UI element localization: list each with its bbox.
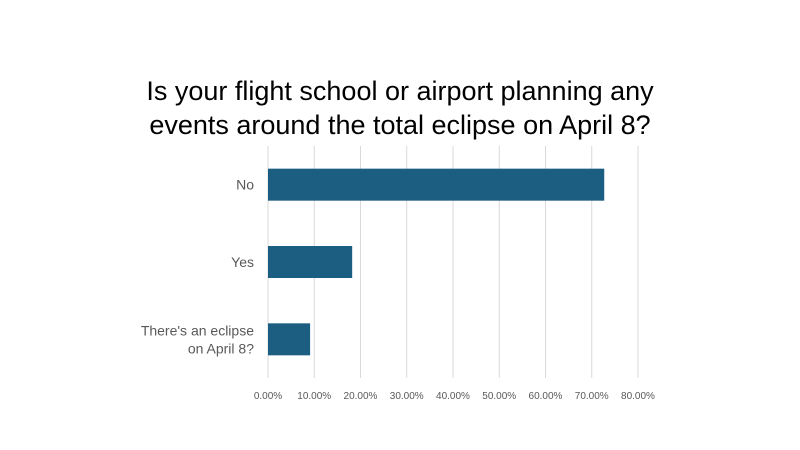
- bar: [268, 323, 311, 356]
- x-tick-label: 10.00%: [297, 391, 331, 402]
- chart-title-line-1: Is your flight school or airport plannin…: [146, 76, 654, 106]
- x-tick-label: 20.00%: [344, 391, 378, 402]
- x-tick-label: 70.00%: [575, 391, 609, 402]
- x-tick-label: 80.00%: [621, 391, 655, 402]
- bars: [268, 168, 605, 356]
- category-label: Yes: [231, 254, 254, 270]
- bar: [268, 168, 605, 201]
- category-labels: No Yes There's an eclipse on April 8?: [141, 177, 254, 357]
- bar: [268, 246, 353, 278]
- x-tick-label: 40.00%: [436, 391, 470, 402]
- x-tick-label: 50.00%: [482, 391, 516, 402]
- category-label: There's an eclipse on April 8?: [141, 322, 254, 356]
- x-tick-labels: 0.00% 10.00% 20.00% 30.00% 40.00% 50.00% 60.00…: [254, 391, 655, 402]
- x-tick-label: 30.00%: [390, 391, 424, 402]
- chart-title-line-2: events around the total eclipse on April…: [149, 110, 650, 140]
- x-tick-label: 60.00%: [529, 391, 563, 402]
- x-tick-label: 0.00%: [254, 391, 282, 402]
- category-label: No: [236, 177, 254, 193]
